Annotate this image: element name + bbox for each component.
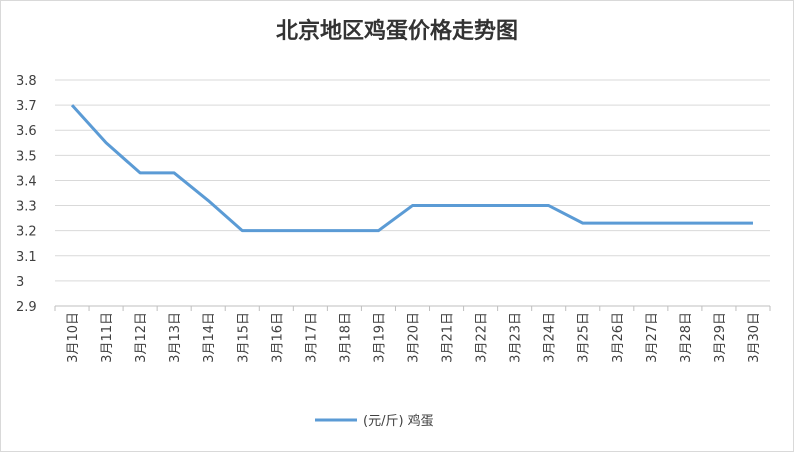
y-tick-label: 3.2 xyxy=(16,225,37,240)
x-tick-label: 3月12日 xyxy=(134,312,149,363)
chart-title: 北京地区鸡蛋价格走势图 xyxy=(276,18,518,44)
legend-label: (元/斤) 鸡蛋 xyxy=(363,413,434,429)
x-tick-label: 3月30日 xyxy=(747,312,762,363)
x-tick-label: 3月28日 xyxy=(679,312,694,363)
x-tick-label: 3月27日 xyxy=(645,312,660,363)
y-tick-label: 3 xyxy=(16,275,24,290)
x-tick-label: 3月11日 xyxy=(100,312,115,363)
x-tick-label: 3月20日 xyxy=(407,312,422,363)
y-tick-label: 3.5 xyxy=(16,149,37,164)
x-tick-label: 3月14日 xyxy=(202,312,217,363)
x-tick-label: 3月13日 xyxy=(168,312,183,363)
y-tick-label: 3.7 xyxy=(16,99,37,114)
x-tick-label: 3月25日 xyxy=(577,312,592,363)
y-tick-label: 3.8 xyxy=(16,74,37,89)
y-tick-label: 3.1 xyxy=(16,250,37,265)
x-tick-label: 3月10日 xyxy=(66,312,81,363)
x-tick-label: 3月15日 xyxy=(236,312,251,363)
x-tick-label: 3月16日 xyxy=(270,312,285,363)
x-tick-label: 3月24日 xyxy=(543,312,558,363)
x-tick-label: 3月29日 xyxy=(713,312,728,363)
series-line xyxy=(70,104,753,233)
x-tick-label: 3月19日 xyxy=(372,312,387,363)
x-tick-label: 3月21日 xyxy=(441,312,456,363)
x-tick-label: 3月18日 xyxy=(338,312,353,363)
y-tick-label: 3.3 xyxy=(16,200,37,215)
y-tick-label: 3.4 xyxy=(16,174,37,189)
y-tick-label: 2.9 xyxy=(16,300,37,315)
x-tick-label: 3月22日 xyxy=(475,312,490,363)
x-tick-label: 3月26日 xyxy=(611,312,626,363)
x-tick-label: 3月17日 xyxy=(304,312,319,363)
y-tick-label: 3.6 xyxy=(16,124,37,139)
x-tick-label: 3月23日 xyxy=(509,312,524,363)
